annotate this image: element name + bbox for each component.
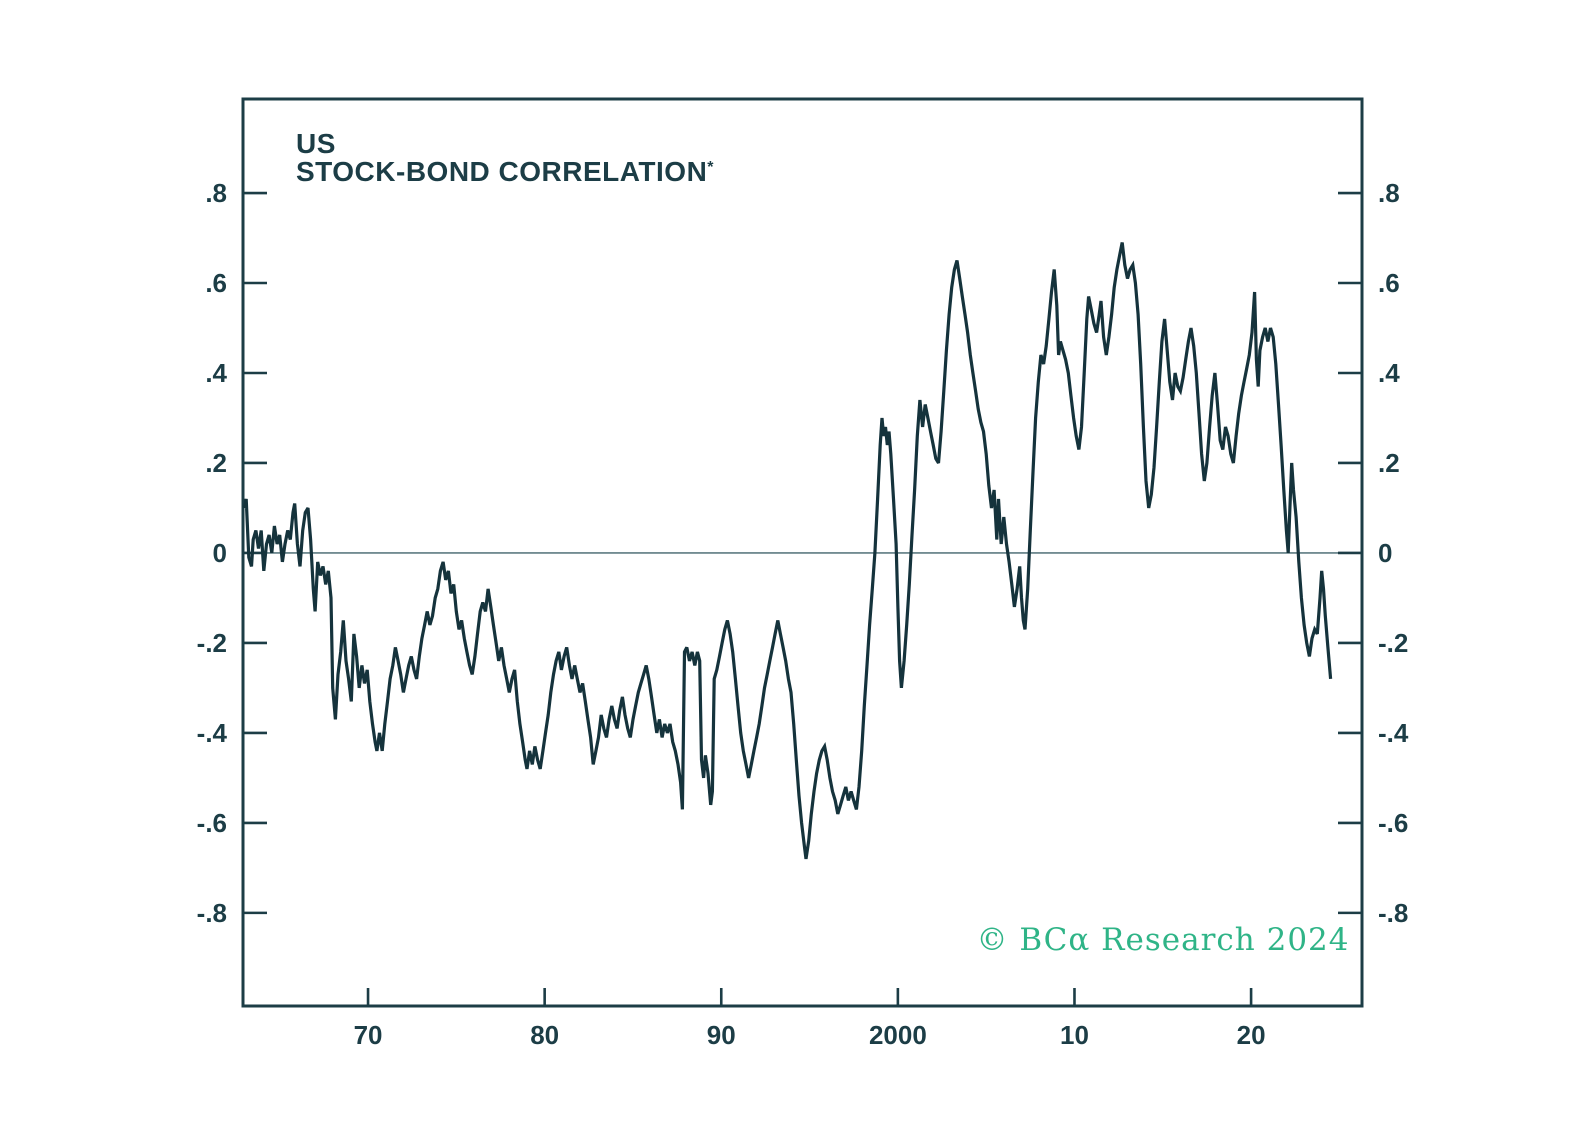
chart-title-line1: US [296,128,336,159]
y-axis-label-right: .6 [1378,268,1400,298]
y-axis-label-right: -.6 [1378,808,1408,838]
y-axis-label-right: .4 [1378,358,1400,388]
y-axis-label-left: 0 [213,538,227,568]
x-axis-label: 80 [530,1020,559,1050]
y-axis-label-right: -.2 [1378,628,1408,658]
y-axis-label-right: -.4 [1378,718,1409,748]
correlation-series-line [242,242,1333,860]
chart-title-line2: STOCK-BOND CORRELATION* [296,156,714,187]
y-axis-label-left: .2 [205,448,227,478]
y-axis-label-left: -.2 [197,628,227,658]
x-axis-label: 20 [1237,1020,1266,1050]
copyright-text: © BCα Research 2024 [976,922,1349,958]
y-axis-label-left: .6 [205,268,227,298]
x-axis-label: 2000 [869,1020,927,1050]
y-axis-label-left: .4 [205,358,227,388]
y-axis-label-left: .8 [205,178,227,208]
y-axis-label-right: -.8 [1378,898,1408,928]
y-axis-label-left: -.4 [197,718,228,748]
y-axis-label-left: -.8 [197,898,227,928]
x-axis-label: 70 [354,1020,383,1050]
x-axis-label: 10 [1060,1020,1089,1050]
chart-title-line2-text: STOCK-BOND CORRELATION [296,156,707,187]
plot-frame [241,97,1364,1008]
chart-title-footnote-marker: * [707,159,714,176]
y-axis-label-right: .8 [1378,178,1400,208]
y-axis-label-left: -.6 [197,808,227,838]
y-axis-label-right: .2 [1378,448,1400,478]
y-axis-label-right: 0 [1378,538,1392,568]
x-axis-label: 90 [707,1020,736,1050]
plot-layer: .8 .8 .6 .6 .4 .4 .2 .2 0 0 -.2 -.2 -.4 -.4 -.6 -.6 -.8 -… [197,97,1409,1050]
